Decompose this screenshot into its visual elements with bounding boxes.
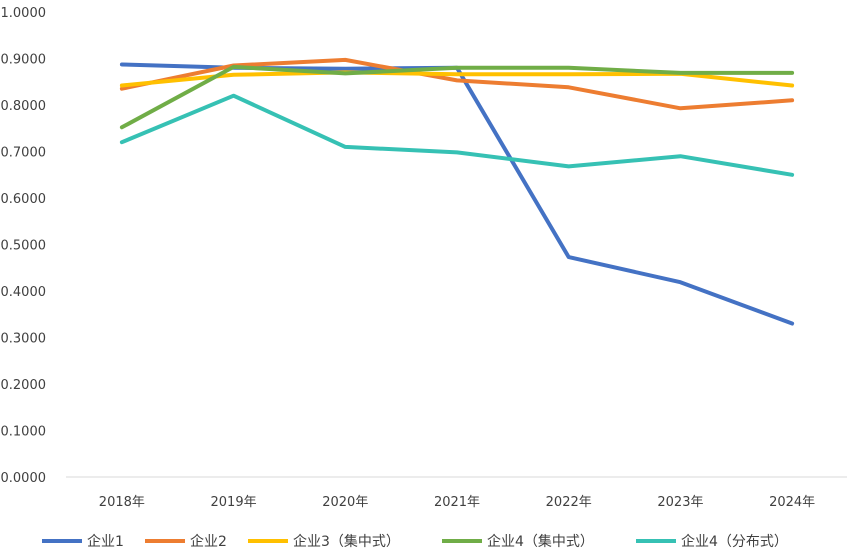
series-lines bbox=[119, 57, 795, 326]
y-tick-label: 0.2000 bbox=[1, 378, 47, 393]
x-tick-label: 2018年 bbox=[99, 495, 145, 510]
x-tick-label: 2021年 bbox=[434, 495, 480, 510]
y-axis-tick-labels: 0.0000 0.1000 0.2000 0.3000 0.4000 0.5000 0.60… bbox=[1, 6, 47, 486]
y-tick-label: 0.7000 bbox=[1, 146, 47, 161]
x-tick-label: 2019年 bbox=[211, 495, 257, 510]
x-tick-label: 2022年 bbox=[546, 495, 592, 510]
x-tick-label: 2024年 bbox=[769, 495, 815, 510]
y-tick-label: 0.9000 bbox=[1, 53, 47, 68]
y-tick-label: 0.0000 bbox=[1, 471, 47, 486]
legend: 企业1 企业2 企业3（集中式） 企业4（集中式） 企业4（分布式） bbox=[42, 533, 788, 550]
legend-label-3: 企业3（集中式） bbox=[293, 533, 400, 550]
y-tick-label: 0.6000 bbox=[1, 192, 47, 207]
x-axis-tick-labels: 2018年 2019年 2020年 2021年 2022年 2023年 2024年 bbox=[99, 495, 815, 510]
series-line-5 bbox=[119, 93, 795, 177]
legend-label-1: 企业1 bbox=[87, 533, 124, 550]
legend-label-4: 企业4（集中式） bbox=[487, 533, 594, 550]
series-line-1 bbox=[119, 62, 795, 326]
legend-label-2: 企业2 bbox=[190, 533, 227, 550]
legend-label-5: 企业4（分布式） bbox=[681, 533, 788, 550]
y-tick-label: 0.3000 bbox=[1, 332, 47, 347]
y-tick-label: 0.4000 bbox=[1, 285, 47, 300]
y-tick-label: 1.0000 bbox=[1, 6, 47, 21]
y-tick-label: 0.8000 bbox=[1, 99, 47, 114]
y-tick-label: 0.5000 bbox=[1, 239, 47, 254]
series-line-4 bbox=[119, 64, 795, 130]
y-tick-label: 0.1000 bbox=[1, 425, 47, 440]
x-tick-label: 2023年 bbox=[657, 495, 703, 510]
x-tick-label: 2020年 bbox=[322, 495, 368, 510]
